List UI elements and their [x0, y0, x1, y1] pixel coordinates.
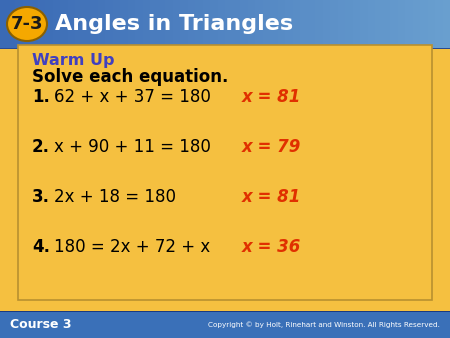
Bar: [300, 0, 307, 48]
Bar: [105, 0, 112, 48]
Bar: [158, 0, 165, 48]
Bar: [68, 0, 75, 48]
Bar: [18, 45, 432, 300]
Bar: [262, 0, 270, 48]
Bar: [0, 312, 450, 338]
Bar: [255, 0, 262, 48]
Bar: [22, 0, 30, 48]
Bar: [390, 0, 397, 48]
Bar: [270, 0, 278, 48]
Bar: [210, 0, 217, 48]
Bar: [150, 0, 157, 48]
Bar: [112, 0, 120, 48]
Bar: [233, 0, 240, 48]
Bar: [188, 0, 195, 48]
Text: Angles in Triangles: Angles in Triangles: [55, 14, 293, 34]
Bar: [0, 0, 8, 48]
Bar: [352, 0, 360, 48]
Bar: [285, 0, 293, 48]
Bar: [428, 0, 435, 48]
Bar: [217, 0, 225, 48]
Bar: [248, 0, 255, 48]
Bar: [90, 0, 98, 48]
Text: x = 81: x = 81: [242, 88, 302, 106]
Bar: [375, 0, 382, 48]
Bar: [397, 0, 405, 48]
Bar: [413, 0, 420, 48]
Text: x + 90 + 11 = 180: x + 90 + 11 = 180: [54, 138, 211, 156]
Bar: [172, 0, 180, 48]
Bar: [330, 0, 338, 48]
Text: 62 + x + 37 = 180: 62 + x + 37 = 180: [54, 88, 211, 106]
Bar: [45, 0, 53, 48]
Bar: [75, 0, 82, 48]
Bar: [202, 0, 210, 48]
Bar: [53, 0, 60, 48]
Ellipse shape: [7, 7, 47, 41]
Text: Copyright © by Holt, Rinehart and Winston. All Rights Reserved.: Copyright © by Holt, Rinehart and Winsto…: [208, 322, 440, 328]
Bar: [225, 0, 233, 48]
Bar: [60, 0, 68, 48]
Bar: [345, 0, 352, 48]
Bar: [420, 0, 428, 48]
Bar: [278, 0, 285, 48]
Text: x = 79: x = 79: [242, 138, 302, 156]
Text: 2.: 2.: [32, 138, 50, 156]
Bar: [382, 0, 390, 48]
Bar: [0, 48, 450, 49]
Bar: [315, 0, 323, 48]
Bar: [37, 0, 45, 48]
Bar: [195, 0, 202, 48]
Bar: [442, 0, 450, 48]
Bar: [8, 0, 15, 48]
Text: 4.: 4.: [32, 238, 50, 256]
Bar: [435, 0, 442, 48]
Bar: [338, 0, 345, 48]
Text: Warm Up: Warm Up: [32, 53, 114, 69]
Bar: [307, 0, 315, 48]
Bar: [405, 0, 413, 48]
Bar: [0, 311, 450, 312]
Text: 1.: 1.: [32, 88, 50, 106]
Bar: [143, 0, 150, 48]
Bar: [120, 0, 127, 48]
Bar: [30, 0, 37, 48]
Bar: [360, 0, 368, 48]
Text: x = 36: x = 36: [242, 238, 302, 256]
Bar: [135, 0, 143, 48]
Text: 2x + 18 = 180: 2x + 18 = 180: [54, 188, 176, 206]
Bar: [368, 0, 375, 48]
Bar: [292, 0, 300, 48]
Text: 180 = 2x + 72 + x: 180 = 2x + 72 + x: [54, 238, 210, 256]
Bar: [98, 0, 105, 48]
Bar: [323, 0, 330, 48]
Text: Course 3: Course 3: [10, 318, 72, 332]
Bar: [127, 0, 135, 48]
Bar: [180, 0, 188, 48]
Text: x = 81: x = 81: [242, 188, 302, 206]
Bar: [82, 0, 90, 48]
Bar: [240, 0, 248, 48]
Text: 7-3: 7-3: [11, 15, 43, 33]
Text: 3.: 3.: [32, 188, 50, 206]
Text: Solve each equation.: Solve each equation.: [32, 68, 228, 86]
Bar: [15, 0, 22, 48]
Bar: [165, 0, 172, 48]
